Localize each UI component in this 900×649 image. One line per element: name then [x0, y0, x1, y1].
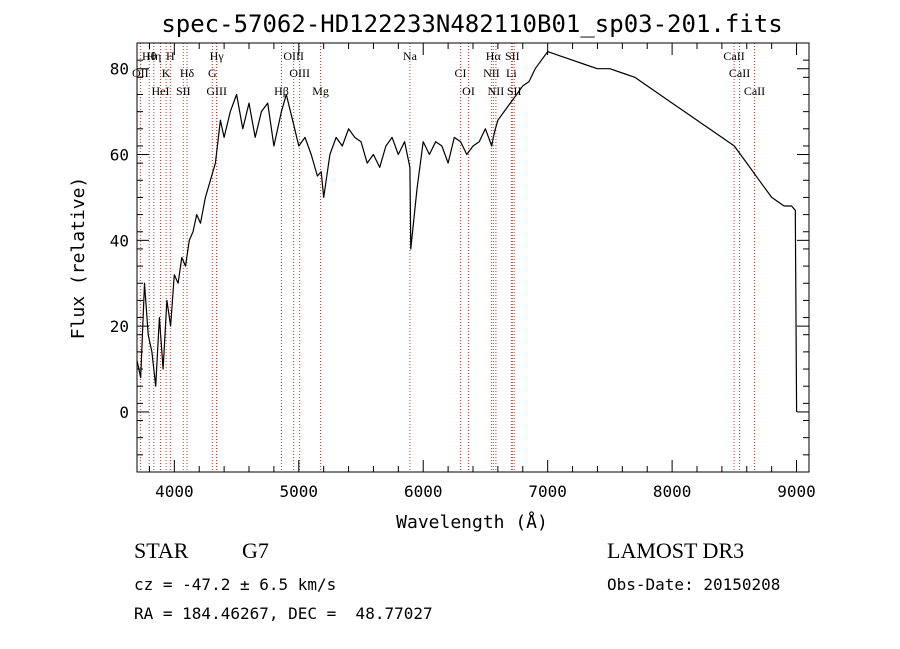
line-label-25: CaII	[729, 66, 750, 80]
x-axis-label: Wavelength (Å)	[396, 511, 548, 533]
line-label-12: OIII	[283, 49, 304, 63]
line-label-22: Li	[506, 66, 517, 80]
redshift-cz: cz = -47.2 ± 6.5 km/s	[134, 575, 337, 594]
y-axis-label: Flux (relative)	[68, 177, 89, 340]
line-label-19: NII	[483, 66, 500, 80]
line-label-11: Hβ	[274, 84, 289, 98]
y-tick-label-1: 20	[110, 317, 129, 336]
line-label-20: NII	[488, 84, 505, 98]
survey-name: LAMOST DR3	[607, 538, 745, 563]
spectral-line-markers	[139, 43, 755, 472]
coordinates: RA = 184.46267, DEC = 48.77027	[134, 604, 433, 623]
y-tick-label-0: 0	[119, 403, 129, 422]
line-label-17: OI	[462, 84, 475, 98]
line-label-8: GIII	[206, 84, 227, 98]
observation-date: Obs-Date: 20150208	[607, 575, 781, 594]
chart-title: spec-57062-HD122233N482110B01_sp03-201.f…	[161, 10, 782, 38]
line-label-3: Hη	[146, 49, 161, 63]
y-tick-label-2: 40	[110, 231, 129, 250]
line-label-23: SII	[507, 84, 522, 98]
x-tick-label-5: 9000	[777, 482, 816, 501]
line-label-24: CaII	[723, 49, 744, 63]
spectrum-series	[136, 50, 798, 412]
line-label-9: Hγ	[210, 49, 225, 63]
line-label-5: SII	[176, 84, 191, 98]
line-label-13: OIII	[289, 66, 310, 80]
line-label-26: CaII	[744, 84, 765, 98]
line-label-18: Hα	[486, 49, 502, 63]
x-tick-label-4: 8000	[653, 482, 692, 501]
line-label-1: OII	[132, 66, 149, 80]
spectrum-line	[136, 50, 798, 412]
axes: 4000 5000 6000 7000 8000 9000 0 20 40 60 80	[110, 43, 816, 501]
plot-frame	[136, 42, 810, 473]
x-tick-label-0: 4000	[155, 482, 194, 501]
x-tick-label-2: 6000	[404, 482, 443, 501]
line-label-16: CI	[455, 66, 467, 80]
line-label-10: G	[208, 66, 217, 80]
line-label-6: H	[166, 49, 175, 63]
line-label-7: Hδ	[180, 66, 195, 80]
object-type: STAR	[134, 538, 189, 563]
line-label-0: Hθ	[142, 49, 157, 63]
y-tick-label-4: 80	[110, 60, 129, 79]
line-label-4: K	[162, 66, 171, 80]
spectral-line-labels: HθOIIHeIHηKSIIHHδGIIIHγGHβOIIIOIIIMgNaCI…	[132, 49, 765, 98]
x-tick-label-3: 7000	[528, 482, 567, 501]
line-label-14: Mg	[312, 84, 329, 98]
y-tick-label-3: 60	[110, 146, 129, 165]
x-tick-label-1: 5000	[280, 482, 319, 501]
line-label-21: SII	[505, 49, 520, 63]
line-label-15: Na	[403, 49, 418, 63]
line-label-2: HeI	[152, 84, 170, 98]
object-subclass: G7	[242, 538, 269, 563]
